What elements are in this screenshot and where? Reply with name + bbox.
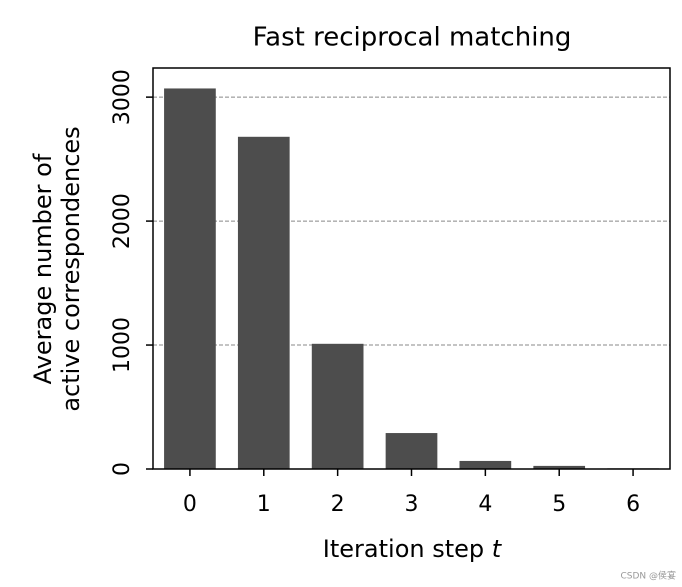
x-tick-label: 4 (478, 492, 492, 517)
x-tick-label: 2 (331, 492, 345, 517)
watermark: CSDN @侯宴 (620, 570, 676, 582)
y-tick-label: 0 (110, 462, 135, 476)
bar (311, 343, 364, 469)
x-axis-label: Iteration step t (323, 535, 503, 563)
y-axis-label: active correspondences (57, 126, 85, 411)
bar (459, 460, 512, 469)
x-axis-variable: t (492, 535, 503, 563)
chart-title: Fast reciprocal matching (253, 23, 572, 53)
bar (385, 433, 438, 469)
x-tick-label: 5 (552, 492, 566, 517)
bar (164, 88, 216, 470)
x-tick-label: 1 (257, 492, 271, 517)
x-tick-label: 3 (405, 492, 419, 517)
x-tick-label: 0 (183, 492, 197, 517)
y-tick-label: 3000 (110, 69, 135, 125)
plot-frame (152, 67, 671, 470)
y-axis-label: Average number of (29, 153, 57, 384)
bar (237, 136, 290, 470)
y-tick-label: 2000 (110, 193, 135, 249)
x-axis-label-text: Iteration step (323, 535, 484, 563)
y-tick-label: 1000 (110, 317, 135, 373)
x-tick-label: 6 (626, 492, 640, 517)
bar (533, 465, 586, 469)
